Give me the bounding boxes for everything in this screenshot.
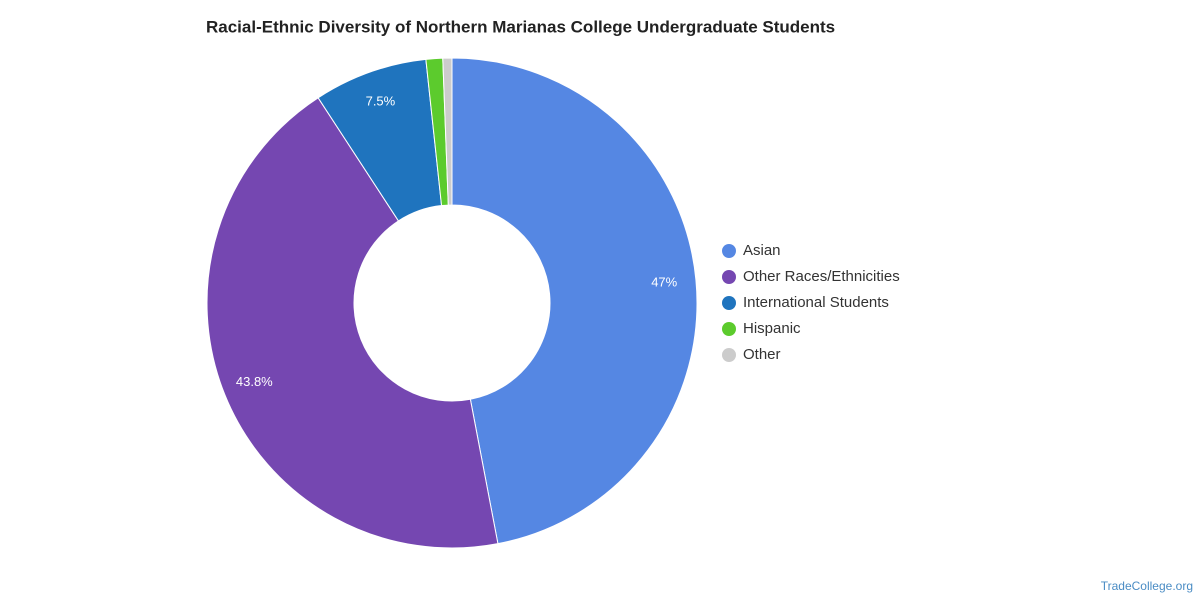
donut-slice [451, 57, 698, 545]
legend-swatch [722, 348, 736, 362]
data-label: 7.5% [366, 94, 396, 109]
legend-swatch [722, 322, 736, 336]
legend-label: International Students [743, 294, 889, 311]
data-label: 47% [651, 274, 677, 289]
legend-swatch [722, 270, 736, 284]
data-label: 43.8% [236, 374, 273, 389]
donut-slice [442, 57, 453, 206]
legend-label: Other [743, 346, 781, 363]
footer: TradeCollege.org [1101, 579, 1193, 593]
legend-label: Asian [743, 242, 781, 259]
legend-swatch [722, 244, 736, 258]
legend-swatch [722, 296, 736, 310]
donut-slice [206, 97, 499, 549]
chart-title: Racial-Ethnic Diversity of Northern Mari… [206, 17, 835, 36]
legend-label: Other Races/Ethnicities [743, 268, 900, 285]
legend-label: Hispanic [743, 320, 801, 337]
